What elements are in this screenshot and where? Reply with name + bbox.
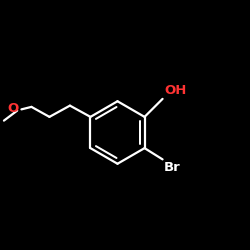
Text: Br: Br <box>164 161 180 174</box>
Text: O: O <box>8 102 19 115</box>
Text: OH: OH <box>164 84 187 97</box>
